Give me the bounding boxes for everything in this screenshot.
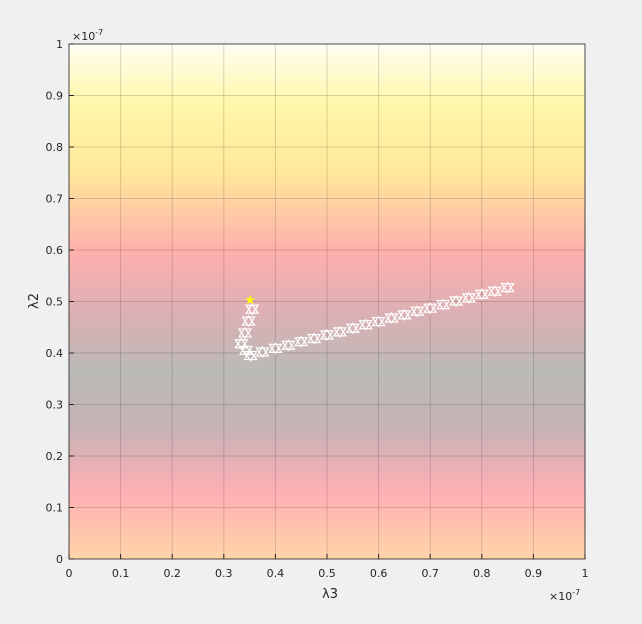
heatmap-background (69, 44, 585, 559)
x-tick-label: 1 (582, 567, 589, 580)
marker (268, 342, 283, 355)
marker (255, 345, 270, 359)
marker (281, 339, 296, 352)
marker (461, 291, 477, 304)
y-tick-label: 0.4 (46, 347, 64, 360)
y-multiplier-base: ×10 (72, 30, 95, 43)
marker (397, 308, 412, 321)
x-tick-label: 0 (66, 567, 73, 580)
x-tick-label: 0.5 (318, 567, 336, 580)
x-tick-label: 0.2 (163, 567, 181, 580)
x-multiplier-exponent: -7 (572, 588, 580, 597)
y-tick-label: 0.8 (46, 141, 64, 154)
y-tick-label: 0.2 (46, 450, 64, 463)
x-tick-label: 0.6 (370, 567, 388, 580)
marker (332, 325, 348, 338)
x-tick-label: 0.4 (267, 567, 285, 580)
y-tick-label: 0 (56, 553, 63, 566)
y-tick-label: 0.5 (46, 296, 64, 309)
marker (306, 332, 322, 345)
marker (237, 326, 253, 339)
marker (500, 281, 515, 294)
marker (241, 314, 256, 328)
marker (435, 298, 451, 311)
marker (371, 315, 386, 328)
marker (345, 322, 360, 335)
x-axis-label: λ3 (322, 587, 338, 602)
y-axis-label: λ2 (27, 293, 42, 309)
marker (294, 335, 309, 348)
y-multiplier: ×10-7 (72, 28, 103, 43)
y-tick-label: 0.9 (46, 90, 64, 103)
y-tick-label: 1 (56, 38, 63, 51)
marker (487, 285, 502, 298)
marker (245, 303, 260, 316)
x-tick-label: 0.8 (473, 567, 491, 580)
marker (319, 328, 335, 342)
marker (243, 349, 258, 362)
marker (358, 318, 373, 331)
x-tick-label: 0.1 (112, 567, 130, 580)
marker (410, 305, 425, 318)
marker (448, 294, 464, 308)
y-tick-label: 0.1 (46, 502, 64, 515)
y-multiplier-exponent: -7 (95, 28, 103, 37)
y-tick-label: 0.6 (46, 244, 64, 257)
x-tick-label: 0.3 (215, 567, 233, 580)
marker (474, 288, 489, 301)
y-tick-label: 0.3 (46, 399, 64, 412)
x-tick-label: 0.9 (525, 567, 543, 580)
marker (384, 311, 399, 325)
x-tick-label: 0.7 (421, 567, 439, 580)
x-multiplier-base: ×10 (549, 590, 572, 603)
marker (245, 294, 256, 305)
marker (423, 302, 438, 315)
y-tick-label: 0.7 (46, 193, 64, 206)
x-multiplier: ×10-7 (549, 588, 580, 603)
